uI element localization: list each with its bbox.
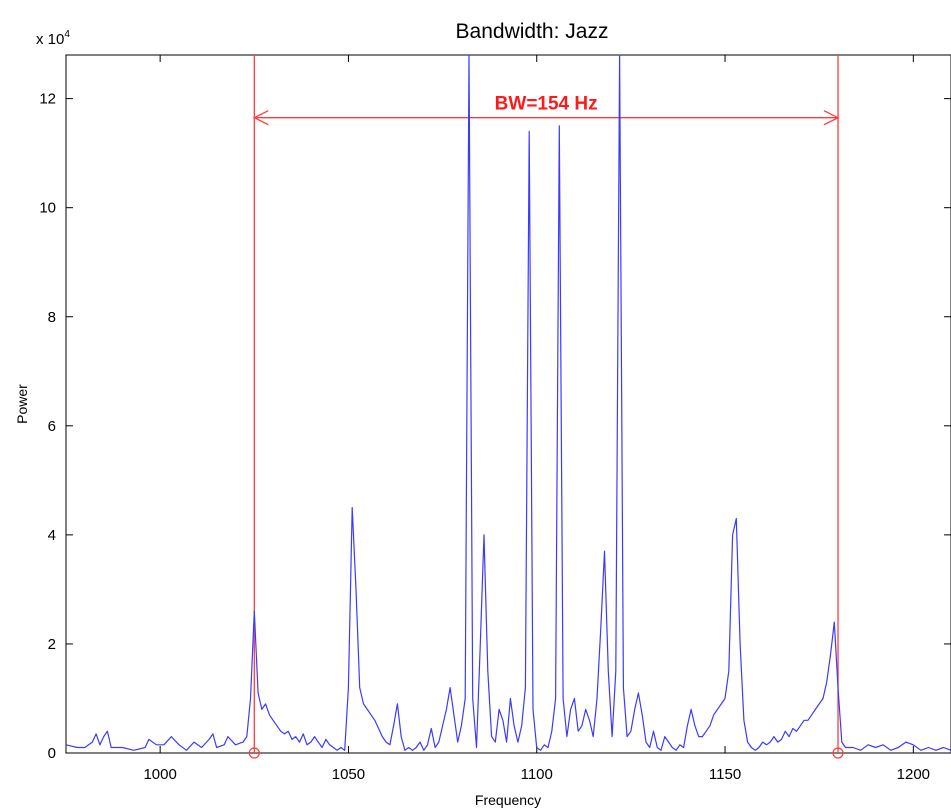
y-scale-label: x 104 [36,29,70,48]
y-axis: 0 2 4 6 8 10 12 [39,91,951,762]
bandwidth-label: BW=154 Hz [495,94,598,115]
bandwidth-right-marker [832,747,844,759]
plot-area [65,54,951,754]
bandwidth-arrow-head-left [252,110,269,126]
y-tick-label: 4 [48,527,56,544]
bandwidth-left-marker [248,747,260,759]
y-tick-label: 12 [39,91,56,108]
x-axis-label: Frequency [475,792,541,808]
bandwidth-annotation: BW=154 Hz [248,55,844,759]
y-tick-label: 10 [39,200,56,217]
y-tick-label: 2 [48,636,56,653]
x-tick-label: 1200 [897,766,930,783]
y-tick-label: 0 [48,745,56,762]
x-tick-label: 1150 [709,766,741,783]
power-spectrum-line [65,54,951,751]
chart-title: Bandwidth: Jazz [456,20,609,43]
y-axis-label: Power [14,384,30,424]
x-tick-label: 1000 [143,766,176,783]
x-tick-label: 1050 [332,766,365,783]
y-tick-label: 6 [48,418,56,435]
series-layer [65,54,951,751]
x-tick-label: 1100 [521,766,553,783]
bandwidth-arrow-head-right [823,110,840,126]
y-tick-label: 8 [48,309,56,326]
x-axis: 1000 1050 1100 1150 1200 [143,55,930,783]
